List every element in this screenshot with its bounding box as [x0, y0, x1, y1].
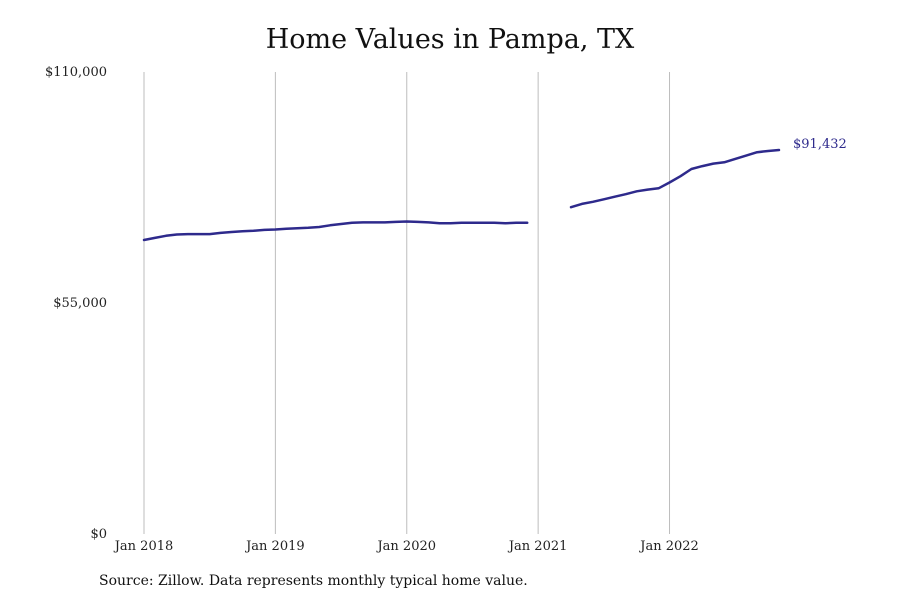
y-tick-label: $110,000 [45, 65, 107, 80]
y-tick-label: $55,000 [53, 296, 107, 311]
series-line-segment-0 [142, 220, 529, 242]
x-tick-label: Jan 2020 [375, 539, 436, 554]
data-labels: $91,432 [793, 137, 847, 152]
gridlines [143, 72, 671, 534]
x-tick-label: Jan 2022 [638, 539, 699, 554]
x-tick-label: Jan 2021 [507, 539, 568, 554]
y-tick-label: $0 [90, 527, 107, 542]
chart-title: Home Values in Pampa, TX [265, 24, 635, 55]
y-axis-ticks: $0 $55,000 $110,000 [45, 65, 107, 542]
source-note: Source: Zillow. Data represents monthly … [99, 573, 528, 589]
x-tick-label: Jan 2018 [113, 539, 174, 554]
end-value-label: $91,432 [793, 137, 847, 152]
x-tick-label: Jan 2019 [244, 539, 305, 554]
series-lines [142, 148, 781, 242]
series-line-segment-1 [569, 148, 781, 209]
x-axis-ticks: Jan 2018 Jan 2019 Jan 2020 Jan 2021 Jan 2022 [113, 539, 699, 554]
